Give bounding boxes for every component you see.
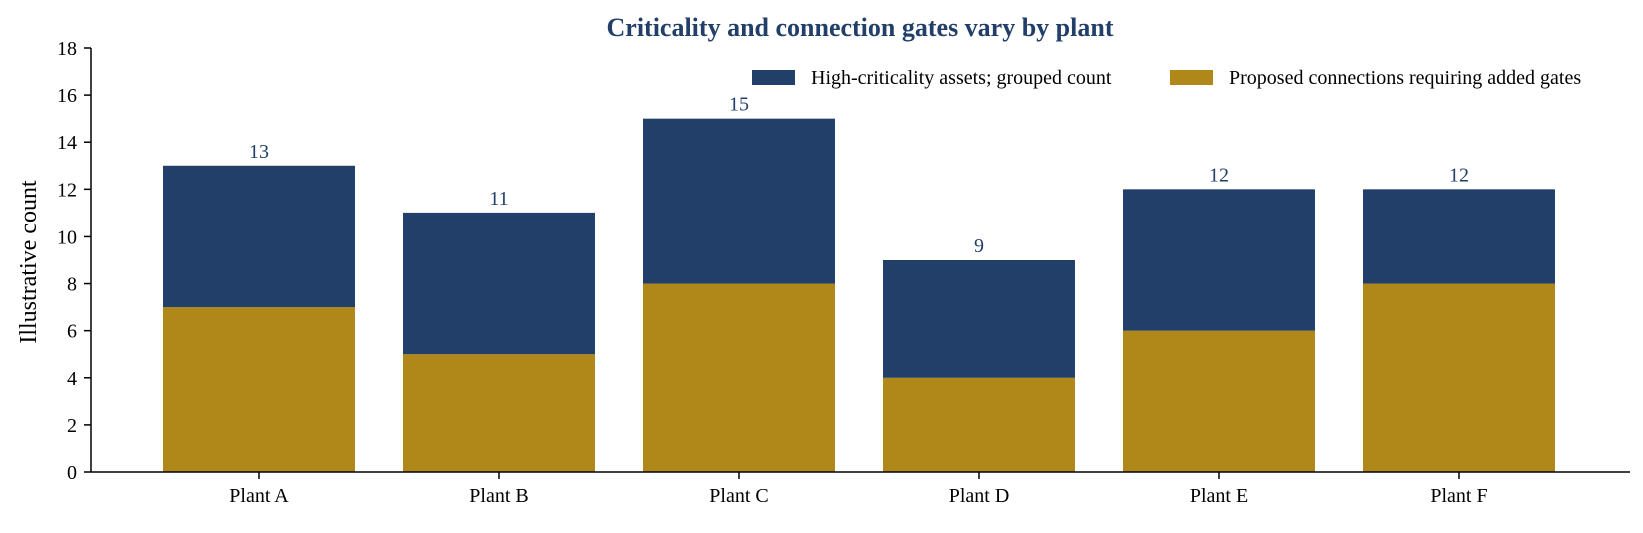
bar-series-2-plant-e <box>1123 189 1315 331</box>
bar-series-2-plant-f <box>1363 189 1555 284</box>
chart-title: Criticality and connection gates vary by… <box>607 13 1114 42</box>
legend: High-criticality assets; grouped count Pr… <box>752 67 1581 89</box>
x-tick-label: Plant E <box>1190 485 1248 507</box>
x-tick-label: Plant F <box>1430 485 1487 507</box>
y-tick-label: 4 <box>67 368 77 390</box>
bars-layer <box>163 118 1555 472</box>
bar-series-1-plant-c <box>643 283 835 472</box>
data-labels-layer: 13 11 15 9 12 12 <box>249 94 1469 257</box>
bar-series-1-plant-f <box>1363 283 1555 472</box>
y-tick-label: 6 <box>67 321 77 343</box>
y-tick-label: 14 <box>57 132 77 154</box>
y-axis-label: Illustrative count <box>16 180 42 344</box>
bar-series-2-plant-b <box>403 212 595 355</box>
bar-series-1-plant-d <box>883 377 1075 472</box>
bar-series-1-plant-e <box>1123 330 1315 472</box>
y-tick-label: 0 <box>67 462 77 484</box>
total-label: 12 <box>1449 164 1469 186</box>
bar-series-2-plant-a <box>163 165 355 308</box>
total-label: 12 <box>1209 164 1229 186</box>
x-tick-label: Plant A <box>229 485 289 507</box>
total-label: 11 <box>489 188 508 210</box>
total-label: 9 <box>974 235 984 257</box>
y-tick-label: 16 <box>57 85 77 107</box>
total-label: 13 <box>249 141 269 163</box>
total-label: 15 <box>729 94 749 116</box>
y-tick-label: 2 <box>67 415 77 437</box>
legend-label: Proposed connections requiring added gat… <box>1229 67 1581 89</box>
y-tick-label: 12 <box>57 179 77 201</box>
bar-series-1-plant-b <box>403 354 595 472</box>
legend-swatch <box>1170 70 1213 85</box>
x-tick-label: Plant B <box>469 485 528 507</box>
y-tick-label: 10 <box>57 226 77 248</box>
y-tick-label: 8 <box>67 274 77 296</box>
bar-series-1-plant-a <box>163 307 355 472</box>
x-tick-label: Plant D <box>949 485 1010 507</box>
x-tick-label: Plant C <box>709 485 768 507</box>
legend-swatch <box>752 70 795 85</box>
bar-series-2-plant-c <box>643 118 835 284</box>
axes-layer: 0 2 4 6 8 10 12 14 16 18 Plant A Plant B Plant C Plan… <box>57 38 1630 507</box>
y-tick-label: 18 <box>57 38 77 60</box>
legend-label: High-criticality assets; grouped count <box>811 67 1112 89</box>
bar-series-2-plant-d <box>883 260 1075 378</box>
